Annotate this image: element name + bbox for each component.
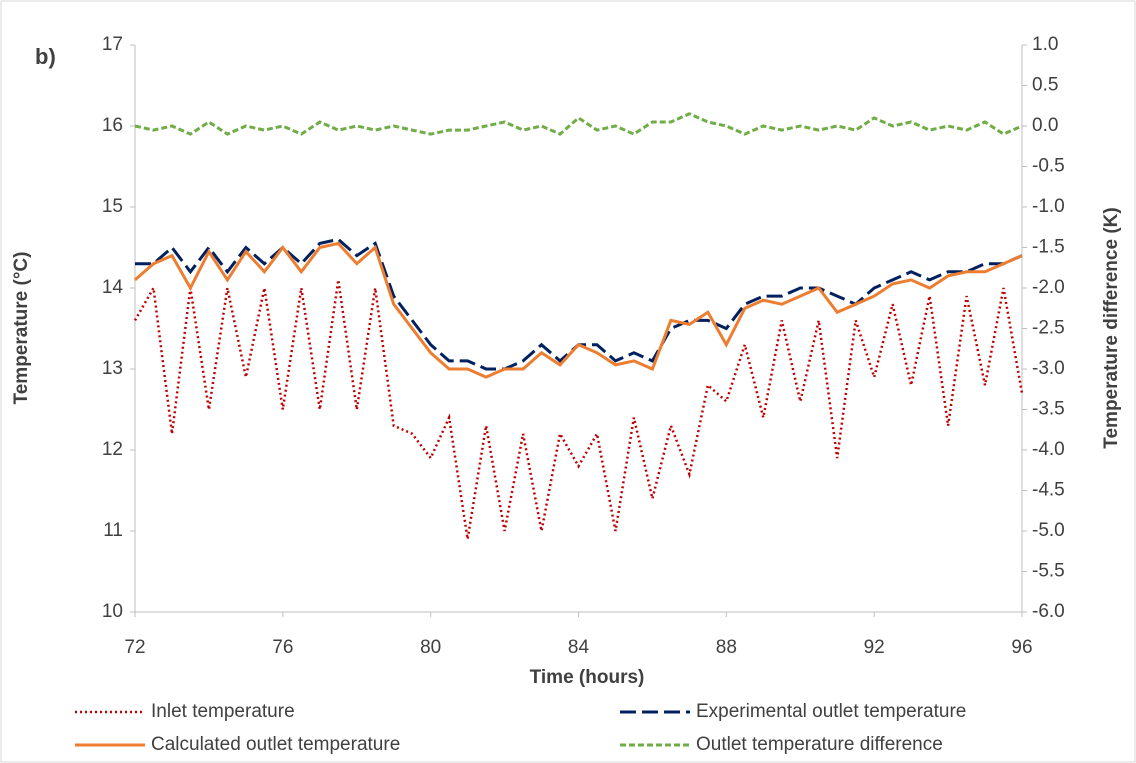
y2-tick-label: -3.5	[1032, 399, 1065, 420]
series-line	[133, 279, 1024, 540]
x-tick-label: 72	[124, 637, 145, 658]
y2-tick-label: -2.5	[1032, 318, 1065, 339]
y2-tick-label: -4.5	[1032, 480, 1065, 501]
x-tick-label: 96	[1011, 637, 1032, 658]
y-tick-label: 14	[102, 277, 124, 298]
y2-tick-label: -1.5	[1032, 237, 1065, 258]
x-axis-title: Time (hours)	[530, 667, 645, 688]
y2-tick-label: -6.0	[1032, 601, 1065, 622]
y2-tick-label: -4.0	[1032, 439, 1065, 460]
x-tick-label: 84	[568, 637, 590, 658]
x-tick-label: 80	[420, 637, 441, 658]
y-tick-label: 12	[102, 439, 123, 460]
x-tick-label: 76	[272, 637, 293, 658]
y2-axis-title: Temperature difference (K)	[1101, 207, 1122, 448]
series-line	[134, 241, 1023, 379]
y2-tick-label: 0.0	[1032, 115, 1058, 136]
chart-title: b)	[35, 44, 56, 69]
y-axis-title: Temperature (°C)	[11, 252, 32, 405]
y2-tick-label: 0.5	[1032, 75, 1058, 96]
x-tick-label: 88	[716, 637, 737, 658]
series-line	[134, 112, 1023, 136]
y-tick-label: 15	[102, 196, 123, 217]
y2-tick-label: -2.0	[1032, 277, 1065, 298]
y-tick-label: 13	[102, 358, 123, 379]
y-tick-label: 10	[102, 601, 123, 622]
legend-label: Inlet temperature	[151, 701, 295, 722]
x-tick-label: 92	[864, 637, 885, 658]
y2-tick-label: -5.5	[1032, 561, 1065, 582]
y2-tick-label: -0.5	[1032, 156, 1065, 177]
legend-label: Calculated outlet temperature	[151, 734, 400, 755]
y2-tick-label: -1.0	[1032, 196, 1065, 217]
y-tick-label: 17	[102, 34, 123, 55]
y2-tick-label: -3.0	[1032, 358, 1065, 379]
y-tick-label: 11	[103, 520, 123, 541]
y-tick-label: 16	[102, 115, 123, 136]
y2-tick-label: -5.0	[1032, 520, 1065, 541]
y2-tick-label: 1.0	[1032, 34, 1058, 55]
legend-label: Outlet temperature difference	[696, 734, 943, 755]
legend-label: Experimental outlet temperature	[696, 701, 966, 722]
